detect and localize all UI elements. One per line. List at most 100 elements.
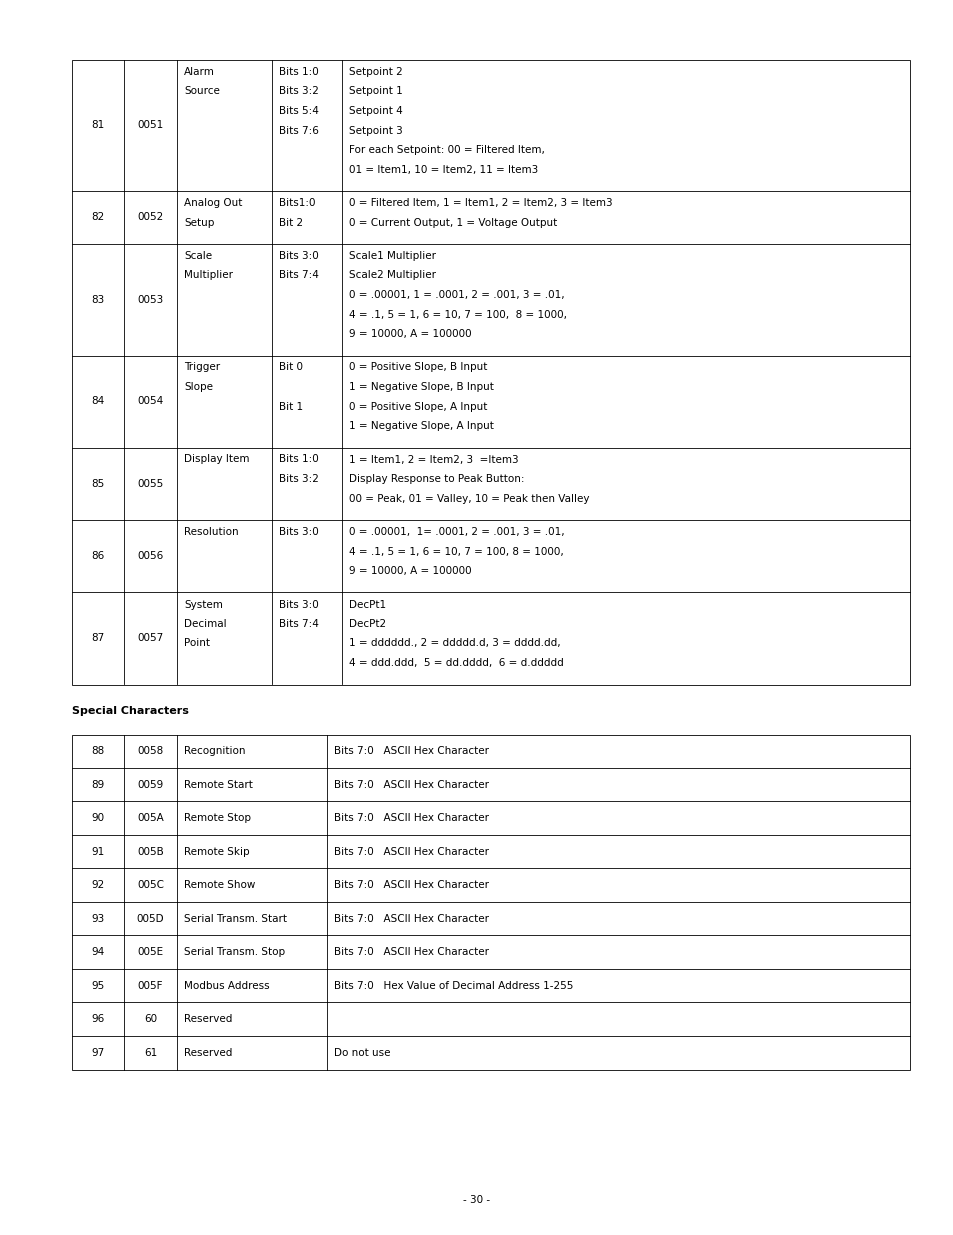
Text: 95: 95	[91, 981, 105, 990]
Text: 005E: 005E	[137, 947, 163, 957]
Text: Multiplier: Multiplier	[184, 270, 233, 280]
Text: 9 = 10000, A = 100000: 9 = 10000, A = 100000	[349, 566, 471, 576]
Text: 0055: 0055	[137, 479, 164, 489]
Text: 84: 84	[91, 396, 105, 406]
Text: Reserved: Reserved	[184, 1014, 233, 1024]
Text: Bit 2: Bit 2	[278, 217, 303, 227]
Text: Bits 7:0   Hex Value of Decimal Address 1-255: Bits 7:0 Hex Value of Decimal Address 1-…	[334, 981, 573, 990]
Text: 005D: 005D	[136, 914, 164, 924]
Text: Bits 3:0: Bits 3:0	[278, 527, 318, 537]
Text: 0058: 0058	[137, 746, 164, 756]
Text: Bits 1:0: Bits 1:0	[278, 454, 318, 464]
Text: Bits 7:0   ASCII Hex Character: Bits 7:0 ASCII Hex Character	[334, 746, 489, 756]
Text: Serial Transm. Start: Serial Transm. Start	[184, 914, 287, 924]
Text: 0051: 0051	[137, 121, 164, 131]
Text: 0054: 0054	[137, 396, 164, 406]
Text: Display Item: Display Item	[184, 454, 250, 464]
Text: Bit 0: Bit 0	[278, 363, 303, 373]
Text: Decimal: Decimal	[184, 619, 227, 629]
Text: Bits 7:0   ASCII Hex Character: Bits 7:0 ASCII Hex Character	[334, 779, 489, 789]
Text: Reserved: Reserved	[184, 1047, 233, 1057]
Text: Trigger: Trigger	[184, 363, 220, 373]
Text: 005B: 005B	[137, 847, 164, 857]
Text: Setpoint 3: Setpoint 3	[349, 126, 402, 136]
Text: Scale2 Multiplier: Scale2 Multiplier	[349, 270, 436, 280]
Text: 89: 89	[91, 779, 105, 789]
Text: Scale: Scale	[184, 251, 212, 261]
Text: Bits 7:0   ASCII Hex Character: Bits 7:0 ASCII Hex Character	[334, 914, 489, 924]
Text: Remote Skip: Remote Skip	[184, 847, 250, 857]
Text: 94: 94	[91, 947, 105, 957]
Text: Setup: Setup	[184, 217, 214, 227]
Text: Bits 7:6: Bits 7:6	[278, 126, 318, 136]
Text: 4 = .1, 5 = 1, 6 = 10, 7 = 100, 8 = 1000,: 4 = .1, 5 = 1, 6 = 10, 7 = 100, 8 = 1000…	[349, 547, 563, 557]
Text: Bits 3:2: Bits 3:2	[278, 474, 318, 484]
Text: Resolution: Resolution	[184, 527, 238, 537]
Text: 81: 81	[91, 121, 105, 131]
Text: 90: 90	[91, 814, 105, 824]
Text: 0059: 0059	[137, 779, 164, 789]
Text: Analog Out: Analog Out	[184, 198, 242, 207]
Text: Bits 3:0: Bits 3:0	[278, 599, 318, 610]
Text: 4 = ddd.ddd,  5 = dd.dddd,  6 = d.ddddd: 4 = ddd.ddd, 5 = dd.dddd, 6 = d.ddddd	[349, 658, 563, 668]
Text: Bits1:0: Bits1:0	[278, 198, 315, 207]
Text: Bits 3:2: Bits 3:2	[278, 86, 318, 96]
Text: 82: 82	[91, 212, 105, 222]
Text: Special Characters: Special Characters	[71, 706, 189, 716]
Text: 0 = .00001, 1 = .0001, 2 = .001, 3 = .01,: 0 = .00001, 1 = .0001, 2 = .001, 3 = .01…	[349, 290, 564, 300]
Text: 87: 87	[91, 634, 105, 643]
Text: Bits 7:0   ASCII Hex Character: Bits 7:0 ASCII Hex Character	[334, 881, 489, 890]
Bar	[71, 61, 909, 684]
Text: 0052: 0052	[137, 212, 164, 222]
Text: Bits 3:0: Bits 3:0	[278, 251, 318, 261]
Text: 60: 60	[144, 1014, 157, 1024]
Text: 0 = Filtered Item, 1 = Item1, 2 = Item2, 3 = Item3: 0 = Filtered Item, 1 = Item1, 2 = Item2,…	[349, 198, 612, 207]
Text: 0053: 0053	[137, 295, 164, 305]
Text: 0 = Positive Slope, A Input: 0 = Positive Slope, A Input	[349, 401, 487, 411]
Text: - 30 -: - 30 -	[463, 1195, 490, 1205]
Text: DecPt2: DecPt2	[349, 619, 386, 629]
Text: 97: 97	[91, 1047, 105, 1057]
Text: 0 = .00001,  1= .0001, 2 = .001, 3 = .01,: 0 = .00001, 1= .0001, 2 = .001, 3 = .01,	[349, 527, 564, 537]
Text: 92: 92	[91, 881, 105, 890]
Text: 91: 91	[91, 847, 105, 857]
Text: Point: Point	[184, 638, 210, 648]
Text: 0056: 0056	[137, 551, 164, 561]
Text: 0 = Positive Slope, B Input: 0 = Positive Slope, B Input	[349, 363, 487, 373]
Text: 01 = Item1, 10 = Item2, 11 = Item3: 01 = Item1, 10 = Item2, 11 = Item3	[349, 164, 537, 174]
Text: Remote Stop: Remote Stop	[184, 814, 251, 824]
Text: System: System	[184, 599, 223, 610]
Text: Bits 7:0   ASCII Hex Character: Bits 7:0 ASCII Hex Character	[334, 814, 489, 824]
Text: Bits 7:0   ASCII Hex Character: Bits 7:0 ASCII Hex Character	[334, 947, 489, 957]
Text: Do not use: Do not use	[334, 1047, 390, 1057]
Text: Bits 7:4: Bits 7:4	[278, 619, 318, 629]
Text: Recognition: Recognition	[184, 746, 245, 756]
Text: 9 = 10000, A = 100000: 9 = 10000, A = 100000	[349, 329, 471, 338]
Text: Bits 7:4: Bits 7:4	[278, 270, 318, 280]
Text: 1 = Negative Slope, B Input: 1 = Negative Slope, B Input	[349, 382, 494, 391]
Text: Bits 1:0: Bits 1:0	[278, 67, 318, 77]
Text: Setpoint 4: Setpoint 4	[349, 106, 402, 116]
Text: Slope: Slope	[184, 382, 213, 391]
Text: Scale1 Multiplier: Scale1 Multiplier	[349, 251, 436, 261]
Bar	[71, 735, 909, 1070]
Text: For each Setpoint: 00 = Filtered Item,: For each Setpoint: 00 = Filtered Item,	[349, 144, 544, 156]
Text: 88: 88	[91, 746, 105, 756]
Text: 0 = Current Output, 1 = Voltage Output: 0 = Current Output, 1 = Voltage Output	[349, 217, 557, 227]
Text: 61: 61	[144, 1047, 157, 1057]
Text: 00 = Peak, 01 = Valley, 10 = Peak then Valley: 00 = Peak, 01 = Valley, 10 = Peak then V…	[349, 494, 589, 504]
Text: Modbus Address: Modbus Address	[184, 981, 270, 990]
Text: 96: 96	[91, 1014, 105, 1024]
Text: Serial Transm. Stop: Serial Transm. Stop	[184, 947, 285, 957]
Text: Setpoint 2: Setpoint 2	[349, 67, 402, 77]
Text: 005A: 005A	[137, 814, 164, 824]
Text: Remote Show: Remote Show	[184, 881, 255, 890]
Text: Bits 5:4: Bits 5:4	[278, 106, 318, 116]
Text: Setpoint 1: Setpoint 1	[349, 86, 402, 96]
Text: Display Response to Peak Button:: Display Response to Peak Button:	[349, 474, 524, 484]
Text: Bits 7:0   ASCII Hex Character: Bits 7:0 ASCII Hex Character	[334, 847, 489, 857]
Text: 4 = .1, 5 = 1, 6 = 10, 7 = 100,  8 = 1000,: 4 = .1, 5 = 1, 6 = 10, 7 = 100, 8 = 1000…	[349, 310, 566, 320]
Text: Source: Source	[184, 86, 219, 96]
Text: Alarm: Alarm	[184, 67, 214, 77]
Text: Remote Start: Remote Start	[184, 779, 253, 789]
